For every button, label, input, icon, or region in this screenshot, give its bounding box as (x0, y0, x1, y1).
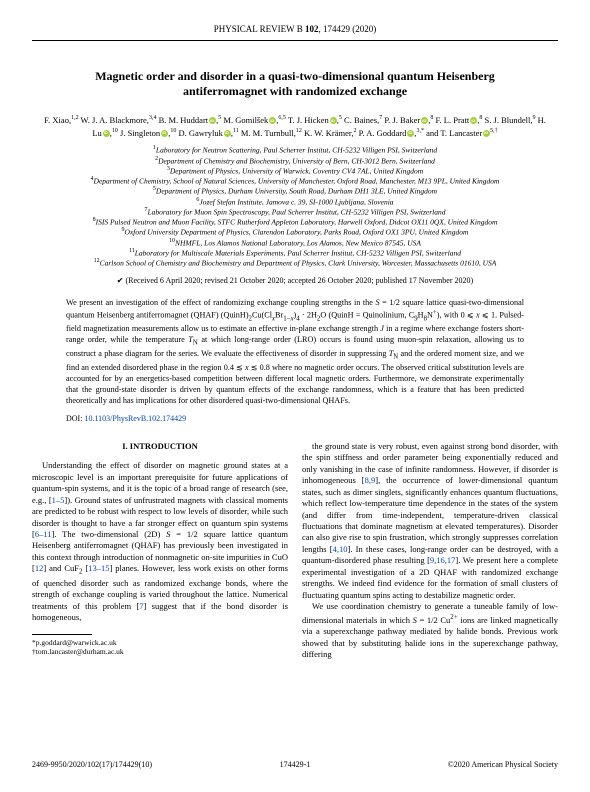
copyright: ©2020 American Physical Society (448, 760, 558, 770)
left-column: I. INTRODUCTION Understanding the effect… (32, 441, 288, 661)
intro-paragraph-2: the ground state is very robust, even ag… (302, 441, 558, 602)
doi-link[interactable]: 10.1103/PhysRevB.102.174429 (84, 414, 186, 423)
page-footer: 2469-9950/2020/102(17)/174429(10) 174429… (32, 760, 558, 770)
article-title: Magnetic order and disorder in a quasi-t… (32, 69, 558, 100)
header-rule (32, 40, 558, 41)
right-column: the ground state is very robust, even ag… (302, 441, 558, 661)
abstract: We present an investigation of the effec… (32, 297, 558, 407)
running-header: PHYSICAL REVIEW B 102, 174429 (2020) (32, 24, 558, 36)
doi-line: DOI: 10.1103/PhysRevB.102.174429 (32, 414, 558, 424)
corresponding-footnote-b: †tom.lancaster@durham.ac.uk (32, 647, 288, 657)
intro-paragraph-3: We use coordination chemistry to generat… (302, 601, 558, 660)
footer-left: 2469-9950/2020/102(17)/174429(10) (32, 760, 152, 770)
intro-paragraph-1: Understanding the effect of disorder on … (32, 460, 288, 623)
check-icon: ✔ (117, 276, 124, 285)
footnote-rule (32, 634, 92, 635)
page-number: 174429-1 (280, 760, 311, 770)
journal-citation: PHYSICAL REVIEW B 102, 174429 (2020) (32, 24, 558, 36)
page: PHYSICAL REVIEW B 102, 174429 (2020) Mag… (0, 0, 590, 684)
section-heading: I. INTRODUCTION (32, 441, 288, 452)
corresponding-footnote-a: *p.goddard@warwick.ac.uk (32, 638, 288, 648)
article-dates: ✔ (Received 6 April 2020; revised 21 Oct… (32, 276, 558, 286)
author-list: F. Xiao,1,2 W. J. A. Blackmore,3,4 B. M.… (32, 114, 558, 139)
affiliations: 1Laboratory for Neutron Scattering, Paul… (32, 145, 558, 268)
body-columns: I. INTRODUCTION Understanding the effect… (32, 441, 558, 661)
